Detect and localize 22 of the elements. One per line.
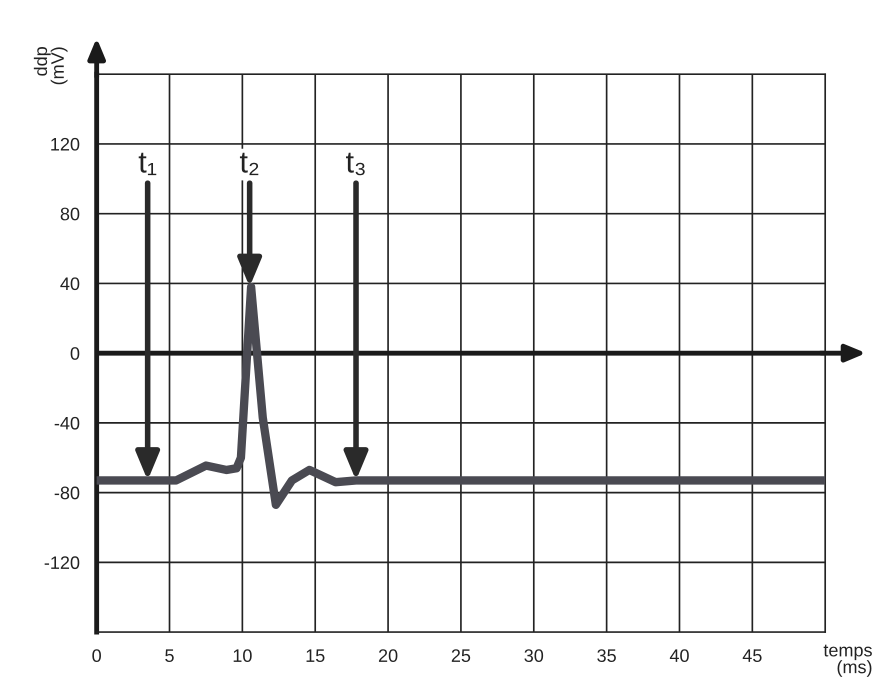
x-tick-label: 10 (234, 649, 252, 662)
y-tick-label: 80 (60, 208, 80, 220)
x-tick-label: 5 (165, 649, 174, 662)
x-tick-label: 25 (452, 649, 470, 662)
x-tick-label: 0 (92, 649, 101, 662)
x-axis-title: temps (ms) (824, 644, 872, 677)
y-tick-label: -40 (54, 416, 80, 430)
y-tick-label: -120 (44, 556, 80, 570)
x-tick-label: 20 (378, 649, 398, 662)
y-tick-label: 40 (60, 277, 80, 290)
x-tick-label: 45 (742, 649, 762, 662)
y-axis-title: ddp (mV) (34, 47, 68, 84)
x-tick-label: 30 (524, 649, 544, 662)
x-tick-label: 35 (597, 649, 616, 662)
annotation: t₃ (346, 152, 365, 176)
x-tick-label: 40 (670, 649, 689, 662)
annotation: t₁ (138, 152, 156, 176)
y-tick-label: 0 (70, 347, 80, 360)
x-tick-label: 15 (306, 649, 325, 662)
y-tick-label: 120 (51, 138, 80, 151)
y-tick-label: -80 (54, 486, 80, 500)
annotation: t₂ (240, 152, 258, 176)
